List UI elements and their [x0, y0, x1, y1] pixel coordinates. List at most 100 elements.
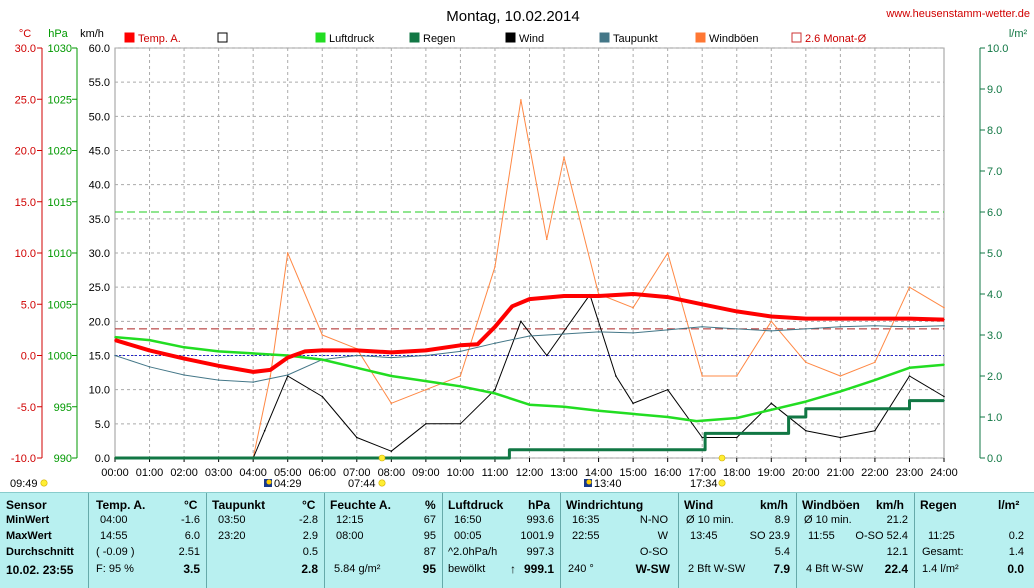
gust-unit: km/h — [876, 498, 905, 512]
data-point-wind — [356, 436, 358, 439]
x-tick-label: 23:00 — [896, 467, 924, 479]
data-point-taupunkt — [148, 366, 151, 368]
rain-tick-label: 7.0 — [987, 166, 1002, 178]
rain-tick-label: 2.0 — [987, 371, 1002, 383]
wind-tick-label: 15.0 — [89, 351, 110, 363]
data-point-luftdruck — [321, 358, 324, 361]
data-point-temp-a — [563, 295, 565, 297]
dew-max: 2.9 — [302, 530, 318, 542]
legend-label: 2.6 Monat-Ø — [805, 33, 867, 45]
gust-max: O-SO 52.4 — [855, 530, 908, 542]
data-point-wind — [615, 375, 617, 377]
press-header: Luftdruck — [448, 498, 504, 512]
wind-tick-label: 5.0 — [95, 419, 110, 431]
data-point-wind — [321, 395, 324, 398]
temp-tick-label: -10.0 — [11, 453, 36, 465]
series-line-wind — [115, 294, 945, 459]
sun-icon — [378, 479, 386, 487]
rain-current-l: 1.4 l/m² — [922, 563, 959, 575]
press-tick-label: 1025 — [48, 94, 72, 106]
rain-unit-label: l/m² — [1009, 28, 1028, 40]
current-date: 10.02. 23:55 — [6, 563, 74, 577]
wind-tick-label: 20.0 — [89, 316, 110, 328]
x-tick-label: 17:00 — [688, 467, 716, 479]
press-tick-label: 1030 — [48, 43, 72, 55]
data-point-luftdruck — [695, 420, 698, 422]
temp-max: 6.0 — [184, 530, 200, 542]
data-point-windb-en — [701, 375, 703, 377]
data-point-taupunkt — [286, 374, 289, 376]
row-label-avg: Durchschnitt — [6, 546, 74, 558]
data-point-temp-a — [217, 365, 220, 367]
wind-avg: 5.4 — [774, 546, 790, 558]
temp-tick-label: 0.0 — [21, 351, 36, 363]
sunrise-label: 07:44 — [348, 478, 376, 490]
press-trend: ^2.0hPa/h — [448, 546, 498, 558]
data-point-regen — [805, 408, 807, 410]
data-point-luftdruck — [874, 379, 876, 381]
data-point-wind — [494, 388, 496, 391]
data-point-luftdruck — [839, 390, 842, 393]
data-point-taupunkt — [425, 354, 427, 357]
press-avg: 997.3 — [526, 546, 554, 558]
gust-avg: 12.1 — [886, 546, 908, 558]
winddir-header: Windrichtung — [566, 498, 644, 512]
press-max-time: 00:05 — [454, 530, 482, 542]
data-point-taupunkt — [805, 328, 807, 330]
data-point-temp-a — [632, 293, 634, 295]
hum-header: Feuchte A. — [330, 498, 391, 512]
rain-total: 1.4 — [1008, 546, 1024, 558]
data-point-taupunkt — [701, 326, 703, 328]
wind-max-time: 13:45 — [690, 530, 718, 542]
x-tick-label: 14:00 — [585, 467, 613, 479]
legend-label: Taupunkt — [613, 33, 658, 45]
x-tick-label: 08:00 — [378, 467, 406, 479]
temp-header: Temp. A. — [96, 498, 146, 512]
data-point-regen — [943, 399, 945, 402]
hum-abs: 5.84 g/m² — [334, 563, 381, 575]
gust-bft: 4 Bft W-SW — [806, 563, 864, 575]
hum-min-time: 12:15 — [336, 514, 364, 526]
data-point-wind — [459, 423, 462, 425]
data-point-temp-a — [701, 303, 703, 306]
rain-tick-label: 8.0 — [987, 125, 1002, 137]
legend-swatch — [409, 32, 420, 43]
data-point-wind — [666, 388, 669, 391]
data-point-taupunkt — [528, 335, 531, 337]
x-tick-label: 00:00 — [101, 467, 129, 479]
moon-icon-crescent — [586, 479, 592, 485]
x-tick-label: 12:00 — [516, 467, 544, 479]
data-point-wind — [736, 436, 738, 439]
x-tick-label: 09:00 — [412, 467, 440, 479]
data-point-wind — [632, 402, 634, 405]
sun-moon-markers: 09:49 04:29 07:44 13:40 17:34 — [10, 454, 726, 490]
data-point-wind — [546, 354, 548, 357]
left-time-label: 09:49 — [10, 478, 38, 490]
x-tick-label: 07:00 — [343, 467, 371, 479]
data-point-taupunkt — [736, 328, 738, 330]
data-point-wind — [701, 436, 703, 439]
data-point-temp-a — [597, 295, 600, 297]
data-point-temp-a — [874, 317, 876, 320]
press-min-time: 16:50 — [454, 514, 482, 526]
website-label: www.heusenstamm-wetter.de — [885, 8, 1030, 20]
press-unit: hPa — [528, 498, 551, 512]
press-max: 1001.9 — [520, 530, 554, 542]
data-point-taupunkt — [632, 332, 634, 334]
x-tick-label: 18:00 — [723, 467, 751, 479]
data-point-luftdruck — [943, 363, 945, 366]
press-tick-label: 1020 — [48, 146, 72, 158]
press-tick-label: 995 — [54, 402, 72, 414]
data-point-windb-en — [805, 361, 807, 364]
data-point-temp-a — [356, 349, 358, 352]
data-point-luftdruck — [597, 410, 600, 412]
data-point-windb-en — [839, 375, 842, 377]
x-tick-label: 22:00 — [861, 467, 889, 479]
hum-max: 95 — [423, 530, 436, 542]
moon-rise-label: 04:29 — [274, 478, 302, 490]
data-point-windb-en — [546, 238, 548, 241]
gust-header: Windböen — [802, 498, 860, 512]
data-point-temp-a — [839, 317, 842, 320]
data-point-windb-en — [269, 375, 272, 377]
moon-set-label: 13:40 — [594, 478, 622, 490]
